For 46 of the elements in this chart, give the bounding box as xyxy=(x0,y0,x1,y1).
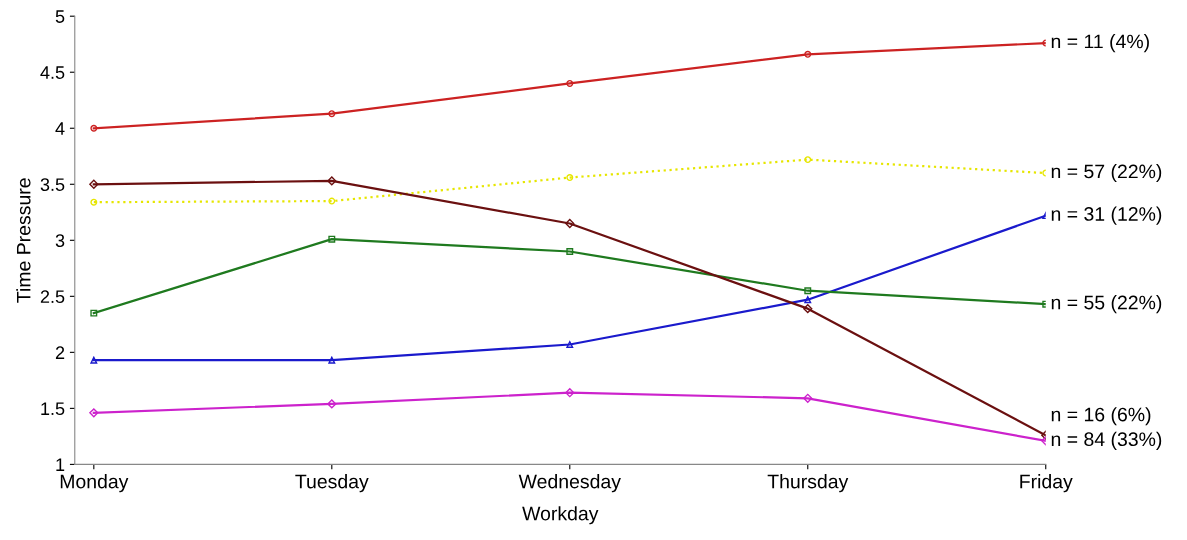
series-label: n = 16 (6%) xyxy=(1051,407,1151,426)
x-tick-label: Wednesday xyxy=(518,474,621,493)
x-tick-label: Thursday xyxy=(767,474,849,493)
y-tick-label: 1.5 xyxy=(41,402,65,416)
y-tick-label: 1 xyxy=(56,458,65,471)
y-tick-label: 5 xyxy=(55,10,65,23)
line-series xyxy=(90,212,1046,364)
point xyxy=(327,176,337,186)
point xyxy=(89,179,99,189)
y-tick-label: 3.5 xyxy=(40,178,65,191)
y-tick-label: 2 xyxy=(55,346,65,359)
point xyxy=(90,309,98,317)
point xyxy=(328,356,336,364)
series-label: n = 55 (22%) xyxy=(1051,295,1162,314)
point xyxy=(327,399,337,409)
x-axis-title: Workday xyxy=(522,506,599,525)
y-axis-title: Time Pressure xyxy=(16,178,31,303)
y-tick-label: 2.5 xyxy=(40,290,65,304)
series-label: n = 84 (33%) xyxy=(1051,431,1162,450)
point xyxy=(804,50,812,58)
x-tick-label: Monday xyxy=(60,474,129,493)
series-label: n = 31 (12%) xyxy=(1051,206,1162,225)
point xyxy=(90,198,98,206)
point xyxy=(565,388,575,398)
series-label: n = 57 (22%) xyxy=(1051,164,1162,183)
x-tick-label: Friday xyxy=(1020,474,1073,493)
point xyxy=(566,79,574,87)
point xyxy=(90,124,98,132)
point xyxy=(90,356,98,364)
point xyxy=(566,174,574,182)
point xyxy=(804,287,812,295)
y-tick-label: 3 xyxy=(55,234,65,248)
point xyxy=(328,235,336,243)
point xyxy=(328,110,336,118)
x-tick-label: Tuesday xyxy=(295,474,369,493)
series-label: n = 11 (4%) xyxy=(1051,34,1149,53)
line-series xyxy=(90,39,1046,132)
y-tick-label: 4 xyxy=(55,122,65,135)
line-series xyxy=(90,235,1046,317)
y-tick-label: 4.5 xyxy=(40,66,65,79)
point xyxy=(89,408,99,418)
point xyxy=(566,248,574,255)
point xyxy=(565,218,575,229)
point xyxy=(803,304,813,314)
point xyxy=(804,156,812,164)
point xyxy=(803,393,813,403)
